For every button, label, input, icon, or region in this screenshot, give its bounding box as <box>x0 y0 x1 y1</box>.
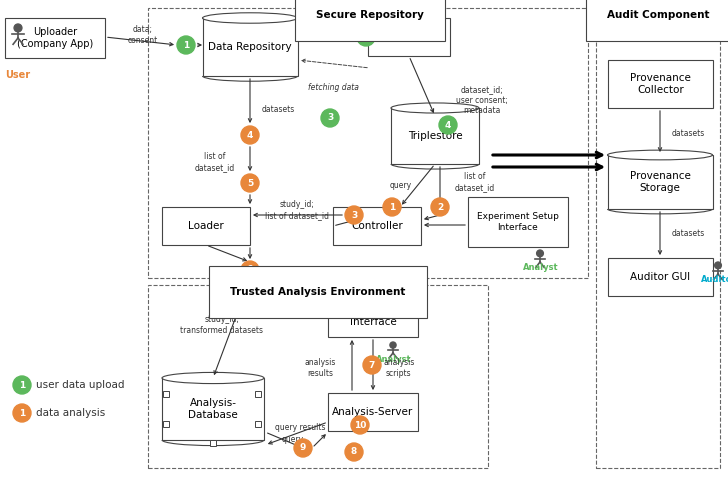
Text: 1: 1 <box>19 408 25 418</box>
Circle shape <box>241 261 259 279</box>
Text: Analyst: Analyst <box>376 354 412 363</box>
Circle shape <box>363 356 381 374</box>
Text: 2: 2 <box>363 32 369 42</box>
Text: Analysis-Server: Analysis-Server <box>333 407 414 417</box>
Text: list of
dataset_id: list of dataset_id <box>195 152 235 172</box>
FancyBboxPatch shape <box>162 207 250 245</box>
Text: query results: query results <box>274 424 325 433</box>
FancyBboxPatch shape <box>608 258 713 296</box>
FancyBboxPatch shape <box>368 18 450 56</box>
Ellipse shape <box>391 103 479 113</box>
Circle shape <box>431 198 449 216</box>
Ellipse shape <box>162 372 264 384</box>
Circle shape <box>321 109 339 127</box>
Text: 2: 2 <box>437 202 443 212</box>
Text: 6: 6 <box>247 266 253 274</box>
Circle shape <box>351 416 369 434</box>
Text: datasets: datasets <box>672 128 705 137</box>
Text: Data Repository: Data Repository <box>208 42 292 52</box>
Text: Provenance
Storage: Provenance Storage <box>630 171 690 193</box>
Circle shape <box>14 24 22 32</box>
Circle shape <box>537 250 543 257</box>
Bar <box>163 421 169 427</box>
Bar <box>163 391 169 397</box>
Text: 1: 1 <box>389 202 395 212</box>
Text: data;
consent: data; consent <box>128 25 158 45</box>
Text: Loader: Loader <box>188 221 224 231</box>
Circle shape <box>13 404 31 422</box>
Text: dataset_id;
consent: dataset_id; consent <box>306 17 349 37</box>
Text: Analysis
Interface: Analysis Interface <box>349 305 396 327</box>
Text: Analyst: Analyst <box>523 263 559 272</box>
Circle shape <box>390 342 396 348</box>
Text: Experiment Setup
Interface: Experiment Setup Interface <box>477 212 559 232</box>
Circle shape <box>383 198 401 216</box>
Text: Extractor: Extractor <box>385 32 433 42</box>
Ellipse shape <box>202 13 298 23</box>
Text: data analysis: data analysis <box>36 408 106 418</box>
Circle shape <box>241 174 259 192</box>
Text: Auditor GUI: Auditor GUI <box>630 272 691 282</box>
Text: Triplestore: Triplestore <box>408 131 462 141</box>
Text: 5: 5 <box>247 179 253 187</box>
Text: user data upload: user data upload <box>36 380 124 390</box>
Text: list of
dataset_id: list of dataset_id <box>455 172 495 192</box>
Text: 10: 10 <box>354 421 366 429</box>
Text: Controller: Controller <box>351 221 403 231</box>
Polygon shape <box>162 378 264 440</box>
Text: 4: 4 <box>247 131 253 139</box>
Text: study_id;
transformed datasets: study_id; transformed datasets <box>181 315 264 335</box>
Polygon shape <box>202 18 298 76</box>
FancyBboxPatch shape <box>468 197 568 247</box>
Text: Auditor: Auditor <box>701 275 728 285</box>
FancyBboxPatch shape <box>328 393 418 431</box>
Text: Secure Repository: Secure Repository <box>316 10 424 20</box>
Text: 4: 4 <box>445 121 451 130</box>
Circle shape <box>345 443 363 461</box>
FancyBboxPatch shape <box>5 18 105 58</box>
Circle shape <box>345 206 363 224</box>
Circle shape <box>357 28 375 46</box>
Text: 9: 9 <box>300 443 306 453</box>
Text: 1: 1 <box>19 380 25 390</box>
Text: Trusted Analysis Environment: Trusted Analysis Environment <box>230 287 405 297</box>
Text: dataset_id;
user consent;
metadata: dataset_id; user consent; metadata <box>456 85 508 115</box>
FancyBboxPatch shape <box>608 60 713 108</box>
Polygon shape <box>391 108 479 164</box>
Text: Uploader
(Company App): Uploader (Company App) <box>17 27 93 49</box>
Circle shape <box>177 36 195 54</box>
Text: datasets: datasets <box>262 106 296 115</box>
Text: 8: 8 <box>351 448 357 456</box>
Circle shape <box>294 439 312 457</box>
Text: datasets: datasets <box>672 229 705 239</box>
Text: Provenance
Collector: Provenance Collector <box>630 73 691 95</box>
Circle shape <box>439 116 457 134</box>
Text: query: query <box>390 181 412 190</box>
Text: Analysis-
Database: Analysis- Database <box>188 398 238 420</box>
Polygon shape <box>607 155 713 209</box>
FancyBboxPatch shape <box>333 207 421 245</box>
Text: 7: 7 <box>369 361 375 369</box>
Text: 3: 3 <box>327 114 333 122</box>
Text: User: User <box>5 70 31 80</box>
FancyBboxPatch shape <box>328 295 418 337</box>
Bar <box>210 440 216 446</box>
Text: query: query <box>282 436 304 444</box>
Ellipse shape <box>607 150 713 160</box>
Circle shape <box>715 262 721 269</box>
Text: fetching data: fetching data <box>307 82 358 91</box>
Text: study_id;
list of dataset_id: study_id; list of dataset_id <box>265 200 329 220</box>
Text: analysis
scripts: analysis scripts <box>383 358 414 378</box>
Circle shape <box>241 126 259 144</box>
Circle shape <box>13 376 31 394</box>
Text: Audit Component: Audit Component <box>606 10 709 20</box>
Bar <box>255 391 261 397</box>
Text: 3: 3 <box>351 211 357 220</box>
Text: analysis
results: analysis results <box>304 358 336 378</box>
Bar <box>255 421 261 427</box>
Text: 1: 1 <box>183 41 189 49</box>
